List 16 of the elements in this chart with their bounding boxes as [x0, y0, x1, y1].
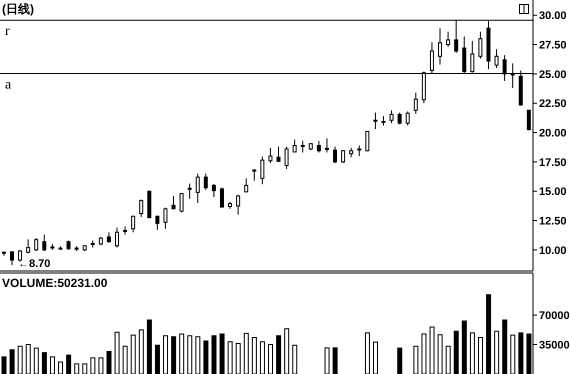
y-tick-label: 25.00: [539, 68, 567, 81]
ref-line-label: r: [5, 24, 10, 40]
y-tick-label: 12.50: [539, 215, 567, 228]
y-tick-label: 27.50: [539, 39, 567, 52]
y-tick-label: 10.00: [539, 244, 567, 257]
y-tick-label: 17.50: [539, 156, 567, 169]
y-tick-label: 35000: [539, 339, 570, 352]
y-tick-label: 20.00: [539, 127, 567, 140]
annotation: ←8.70: [18, 258, 50, 270]
ref-line-label: a: [5, 77, 12, 92]
y-tick-label: 15.00: [539, 186, 567, 198]
y-tick-label: 30.00: [539, 10, 567, 22]
annotation: VOLUME:50231.00: [2, 276, 108, 290]
chart-title: (日线): [2, 1, 34, 18]
y-tick-label: 70000: [539, 310, 570, 322]
y-tick-label: 22.50: [539, 98, 567, 110]
